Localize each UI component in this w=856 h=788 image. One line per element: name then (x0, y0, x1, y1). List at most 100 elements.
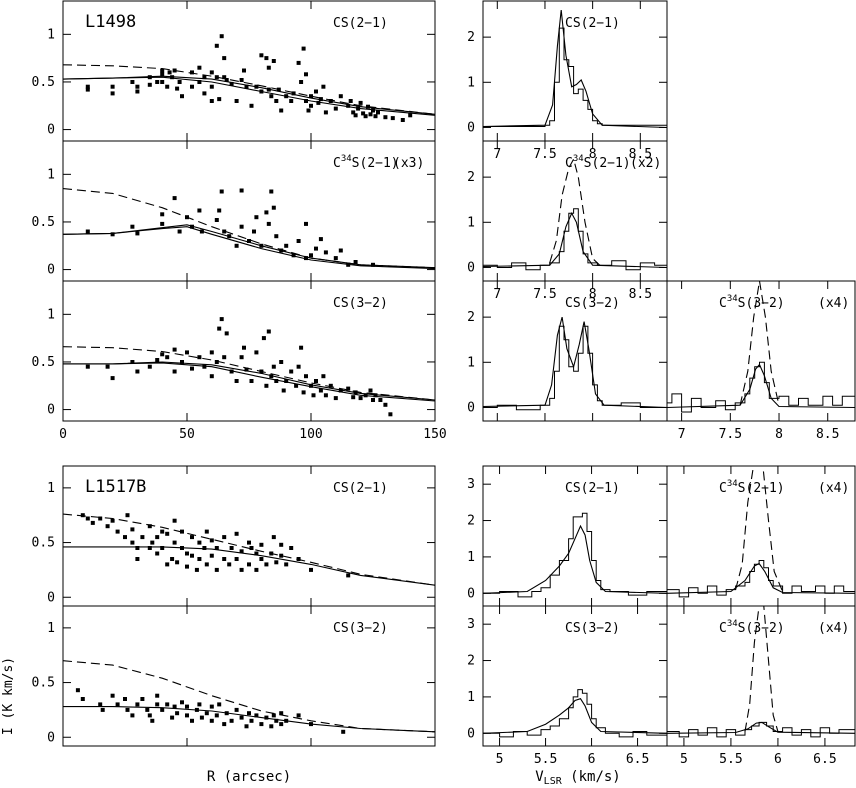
data-point (234, 379, 239, 383)
data-point (165, 562, 170, 567)
data-point (217, 702, 222, 707)
data-point (294, 383, 299, 388)
data-point (353, 390, 358, 395)
data-point (358, 100, 363, 105)
y-tick-label: 0 (467, 726, 475, 741)
data-point (371, 398, 375, 402)
data-point (140, 697, 145, 701)
data-point (271, 535, 276, 540)
data-point (165, 84, 170, 89)
data-point (160, 352, 165, 357)
y-tick-label: 0 (47, 730, 55, 745)
transition-label: CS(3−2) (565, 296, 620, 311)
data-point (309, 383, 313, 388)
y-tick-label: 0 (47, 123, 55, 138)
data-point (80, 697, 85, 701)
data-point (185, 215, 189, 220)
y-tick-label: 2 (467, 30, 475, 45)
y-tick-label: 0 (467, 586, 475, 601)
transition-superscript: 34 (727, 294, 738, 304)
transition-label: CS(3−2) (333, 296, 388, 311)
data-point (363, 114, 368, 119)
data-point (224, 78, 229, 82)
source-label: L1517B (85, 477, 146, 497)
data-point (408, 113, 413, 118)
data-point (371, 262, 375, 267)
data-point (254, 84, 259, 89)
x-tick-label: 7.5 (719, 427, 742, 442)
data-point (249, 718, 254, 723)
y-tick-label: 2 (467, 654, 475, 669)
data-point (222, 56, 227, 61)
data-point (197, 65, 202, 70)
transition-suffix: S(2−1) (584, 156, 631, 171)
panel-9: 0 1 2 3 CS(2−1) (467, 465, 668, 607)
scale-note: (x4) (818, 481, 849, 496)
data-point (172, 704, 177, 709)
panel-4: 0 0.5 1 CS(3−2) (32, 605, 436, 747)
transition-label: C34S(3−2) (719, 294, 785, 311)
data-point (160, 68, 165, 73)
data-point (351, 395, 356, 400)
data-point (264, 383, 269, 388)
x-axis-label-radial: R (arcsec) (207, 769, 291, 785)
data-point (249, 103, 254, 108)
data-point (229, 546, 234, 550)
data-point (316, 100, 321, 105)
transition-label: C34S(3−2) (719, 619, 785, 636)
data-point (190, 535, 194, 540)
panel-3: 0 0.5 1 L1517B CS(2−1) (32, 465, 436, 607)
y-tick-label: 0.5 (32, 75, 55, 90)
model-spectrum (666, 721, 856, 734)
transition-suffix: S(3−2) (738, 621, 785, 636)
data-point (390, 116, 395, 121)
y-axis-label: I (K km/s) (1, 657, 16, 735)
data-point (209, 374, 214, 379)
data-point (264, 56, 269, 61)
x-tick-label: 8 (775, 427, 783, 442)
data-point (242, 68, 246, 73)
data-point (261, 336, 266, 341)
transition-suffix: S(2−1) (738, 481, 785, 496)
data-point (222, 535, 227, 540)
data-point (130, 80, 135, 84)
scale-note: (x3) (393, 156, 424, 171)
data-point (85, 84, 90, 89)
data-point (190, 84, 194, 89)
data-point (239, 715, 244, 720)
data-point (190, 70, 194, 75)
model-solid-line (63, 546, 436, 586)
data-point (202, 75, 207, 80)
data-point (172, 68, 177, 73)
data-point (160, 212, 165, 217)
x-tick-label: 6.5 (813, 752, 836, 767)
data-point (247, 540, 251, 545)
transition-suffix: S(2−1) (352, 156, 399, 171)
data-point (274, 379, 279, 383)
data-point (165, 355, 170, 360)
data-point (135, 84, 140, 89)
data-point (318, 388, 323, 393)
model-spectrum (482, 524, 668, 594)
data-point (259, 89, 264, 94)
data-point (247, 239, 251, 243)
x-tick-label: 8 (589, 287, 597, 302)
x-tick-label: 0 (59, 427, 67, 442)
data-point (244, 724, 249, 729)
data-point (271, 205, 276, 210)
panel-7: 0 1 2 CS(3−2) (467, 280, 668, 422)
data-point (279, 360, 284, 364)
y-tick-label: 0.5 (32, 536, 55, 551)
data-point (214, 567, 219, 572)
data-point (224, 711, 229, 716)
data-point (80, 513, 85, 518)
model-dashed-line (62, 64, 436, 115)
data-point (284, 562, 289, 567)
data-point (147, 82, 152, 87)
data-point (175, 86, 180, 91)
model-dashed-line (62, 188, 436, 269)
data-point (204, 529, 209, 534)
data-point (309, 103, 313, 108)
data-point (105, 364, 110, 369)
